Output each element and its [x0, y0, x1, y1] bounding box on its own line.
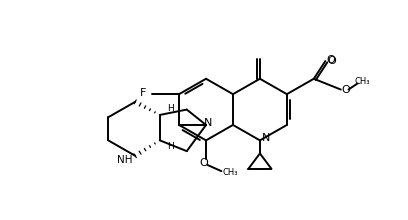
Text: O: O	[200, 158, 208, 168]
Text: H: H	[167, 104, 174, 113]
Text: N: N	[262, 133, 270, 143]
Text: CH₃: CH₃	[355, 77, 370, 86]
Text: O: O	[326, 55, 335, 64]
Text: O: O	[341, 84, 350, 95]
Text: NH: NH	[117, 155, 132, 165]
Text: O: O	[327, 56, 336, 66]
Text: F: F	[140, 88, 146, 98]
Text: H: H	[167, 142, 174, 151]
Text: CH₃: CH₃	[223, 168, 238, 177]
Text: N: N	[204, 118, 213, 128]
